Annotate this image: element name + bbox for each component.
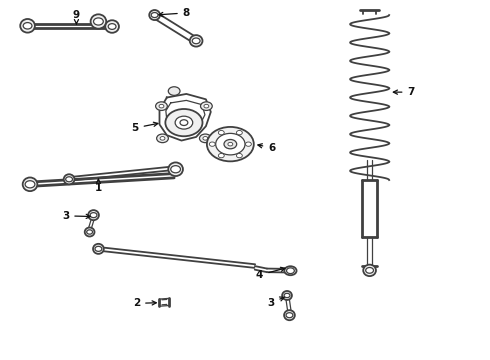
Circle shape [192,38,200,44]
Circle shape [204,104,209,108]
Circle shape [216,134,245,155]
Circle shape [156,102,167,111]
Circle shape [224,139,237,149]
Ellipse shape [64,174,74,184]
Circle shape [237,130,243,135]
Circle shape [157,134,169,143]
Text: 5: 5 [131,122,158,133]
Circle shape [207,127,254,161]
Ellipse shape [105,20,119,33]
Circle shape [209,142,215,146]
Ellipse shape [149,10,160,20]
Ellipse shape [363,265,376,276]
Ellipse shape [88,210,99,220]
Circle shape [199,134,211,143]
Ellipse shape [93,244,104,254]
Circle shape [284,293,290,298]
Circle shape [168,87,180,95]
Circle shape [180,120,188,126]
Ellipse shape [20,19,35,33]
Text: 9: 9 [73,10,80,24]
Circle shape [228,142,233,146]
Ellipse shape [282,291,292,300]
Circle shape [108,24,116,30]
Text: 8: 8 [159,8,190,18]
Circle shape [151,13,158,18]
Circle shape [219,130,224,135]
Text: 1: 1 [95,179,102,193]
Circle shape [200,102,212,111]
Circle shape [171,166,180,173]
Circle shape [66,177,73,182]
Ellipse shape [284,310,295,320]
Ellipse shape [168,162,183,176]
Circle shape [23,23,32,29]
Text: 7: 7 [393,87,415,97]
Circle shape [286,313,293,318]
Circle shape [159,104,164,108]
Circle shape [25,181,35,188]
Text: 2: 2 [133,298,156,309]
Circle shape [95,246,102,251]
Ellipse shape [190,35,202,46]
Ellipse shape [85,228,95,237]
Circle shape [287,268,294,274]
Text: 6: 6 [258,143,275,153]
Ellipse shape [91,14,106,29]
Circle shape [94,18,103,25]
Text: 3: 3 [62,211,90,221]
Text: 4: 4 [256,267,285,280]
Circle shape [366,267,373,273]
Circle shape [90,213,97,218]
Circle shape [203,136,208,140]
Circle shape [175,116,193,129]
Circle shape [165,109,202,136]
Text: 3: 3 [267,297,284,308]
Circle shape [87,230,93,234]
Ellipse shape [23,177,37,191]
Circle shape [219,153,224,158]
Circle shape [160,136,165,140]
Ellipse shape [284,266,296,275]
Circle shape [245,142,251,146]
Circle shape [237,153,243,158]
